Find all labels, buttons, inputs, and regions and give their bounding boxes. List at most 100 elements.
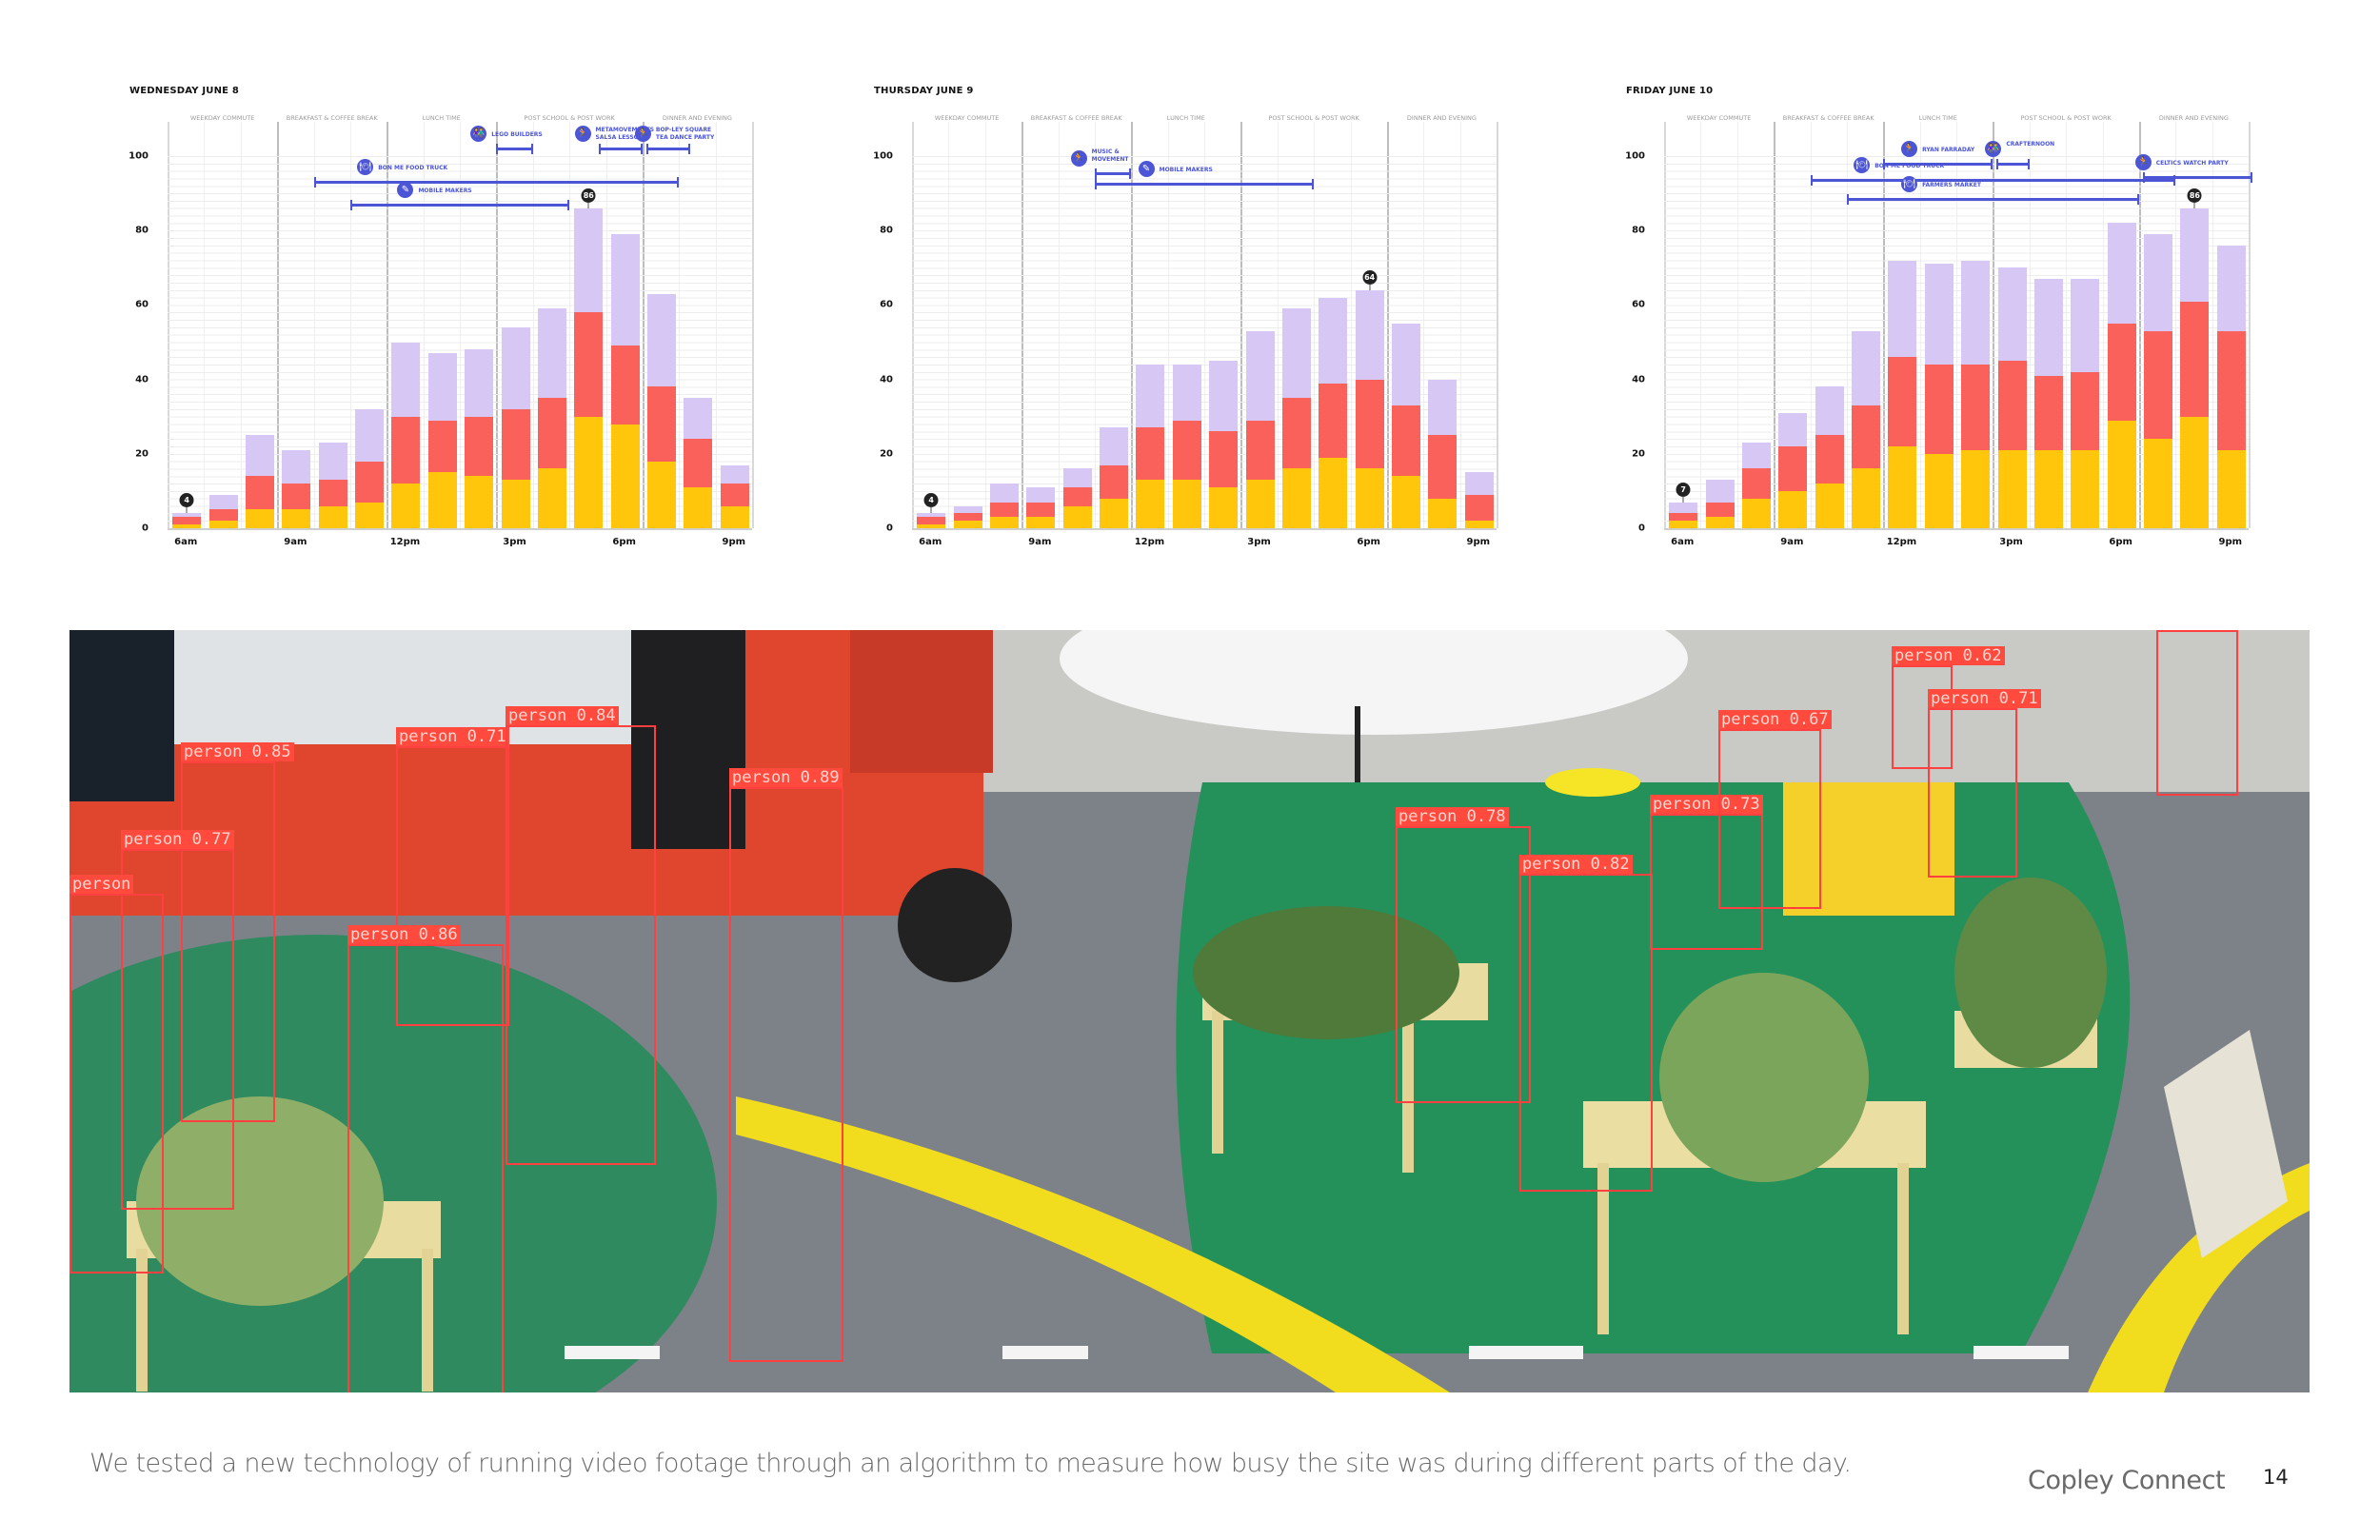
person-detection-box: person 0.71 [1928, 689, 2041, 878]
stacked-bar [1924, 264, 1954, 528]
y-tick-label: 80 [135, 225, 149, 236]
bar-segment-yellow [647, 461, 677, 528]
bar-segment-yellow [1741, 498, 1771, 528]
y-tick-label: 0 [886, 523, 893, 534]
bar-segment-purple [427, 353, 457, 421]
y-tick-label: 0 [1638, 523, 1645, 534]
people-icon: 👫 [470, 126, 487, 143]
bar-segment-red [245, 476, 274, 510]
bar-segment-red [1924, 364, 1954, 454]
bar-segment-red [2071, 371, 2100, 450]
event-end-cap [2136, 193, 2139, 205]
bar-segment-red [1281, 398, 1311, 469]
event-end-cap [1312, 179, 1315, 190]
y-tick-label: 0 [142, 523, 149, 534]
x-tick-label: 6am [1671, 537, 1695, 547]
stacked-bar [1172, 364, 1201, 528]
x-tick-label: 9pm [722, 537, 746, 547]
event-start-cap [645, 144, 648, 155]
bar-segment-red [1172, 420, 1201, 481]
bar-segment-red [1997, 361, 2027, 450]
detection-label: person 0.71 [1928, 689, 2041, 708]
stacked-bar [1062, 468, 1092, 528]
period-label: DINNER AND EVENING [662, 114, 732, 122]
stacked-bar [1741, 443, 1771, 528]
gridline-vertical [2249, 122, 2251, 528]
period-label: WEEKDAY COMMUTE [189, 114, 255, 122]
bar-segment-purple [1815, 386, 1844, 436]
food-truck-icon: 🍽 [357, 159, 374, 176]
x-tick-label: 9pm [1466, 537, 1491, 547]
bar-segment-red [647, 386, 677, 462]
x-tick-label: 3pm [1999, 537, 2023, 547]
bar-segment-purple [537, 308, 566, 399]
event-end-cap [530, 144, 533, 155]
bar-segment-purple [1464, 472, 1494, 495]
event-end-cap [1991, 158, 1993, 169]
stacked-bar [1961, 260, 1991, 528]
stacked-bar [1888, 260, 1917, 528]
bar-segment-yellow [989, 517, 1019, 528]
bar-segment-yellow [1924, 453, 1954, 528]
stacked-bar [172, 513, 202, 528]
marker-stem [930, 507, 932, 514]
bar-segment-purple [1741, 443, 1771, 469]
bar-segment-yellow [1209, 487, 1239, 528]
event-end-cap [2173, 175, 2176, 187]
bar-segment-yellow [1961, 449, 1991, 528]
bar-segment-red [1245, 420, 1275, 481]
event-label: BON ME FOOD TRUCK [1874, 163, 1945, 170]
bar-segment-yellow [2071, 449, 2100, 528]
bar-segment-yellow [172, 524, 202, 528]
bar-segment-red [1961, 364, 1991, 450]
bar-segment-red [1741, 468, 1771, 499]
stacked-bar [1997, 267, 2027, 528]
period-label: LUNCH TIME [1918, 114, 1957, 122]
stacked-bar [917, 513, 946, 528]
bar-segment-red [953, 513, 982, 522]
bar-segment-red [355, 461, 385, 503]
detection-photo: person 0.85 person 0.77 person person 0.71 p… [69, 630, 2310, 1392]
x-tick-label: 12pm [389, 537, 421, 547]
event-end-cap [640, 144, 643, 155]
event-start-cap [496, 144, 499, 155]
bar-segment-purple [989, 484, 1019, 503]
detection-label: person 0.67 [1718, 710, 1832, 729]
chart-panel: WEDNESDAY JUNE 8 WEEKDAY COMMUTE BREAKFAST… [129, 0, 815, 571]
bar-segment-purple [2144, 234, 2173, 331]
plot-area: 4 64 🏃 MUSIC & MOVEMENT ✎ MOBILE MAKERS [912, 148, 1497, 528]
person-detection-box: person 0.86 [347, 925, 504, 1392]
event-end-cap [567, 199, 570, 210]
y-tick-label: 40 [135, 374, 149, 385]
bar-segment-red [1136, 427, 1165, 481]
peak-marker: 86 [2187, 188, 2202, 203]
bar-segment-red [1705, 502, 1735, 518]
bar-segment-purple [1245, 330, 1275, 421]
plot-area: 7 86 🏃 RYAN FARRADAY 👫 CRAFTERNOON 🏃 CELTICS WA… [1664, 140, 2252, 528]
event-duration-line [496, 148, 533, 151]
person-detection-box: person 0.82 [1519, 855, 1653, 1192]
bar-segment-yellow [1319, 457, 1348, 528]
bar-segment-red [1062, 487, 1092, 506]
event-start-cap [1094, 168, 1097, 179]
event-end-cap [687, 144, 690, 155]
event-span [645, 144, 690, 155]
bar-segment-purple [1026, 487, 1056, 503]
bar-segment-red [1209, 431, 1239, 487]
period-label: POST SCHOOL & POST WORK [524, 114, 615, 122]
bar-segment-purple [1888, 260, 1917, 358]
event-duration-line [1810, 179, 2176, 183]
period-label: BREAKFAST & COFFEE BREAK [1030, 114, 1122, 122]
stacked-bar [1852, 330, 1881, 528]
bar-segment-purple [2071, 279, 2100, 372]
x-tick-label: 9am [1028, 537, 1052, 547]
event-duration-line [349, 203, 570, 207]
y-tick-label: 100 [873, 150, 893, 162]
bar-segment-red [989, 502, 1019, 518]
event-start-cap [598, 144, 601, 155]
person-detection-box: person 0.84 [506, 706, 656, 1165]
maker-icon: ✎ [1138, 161, 1155, 178]
bar-segment-yellow [610, 424, 640, 528]
food-truck-icon: 🍽 [1854, 157, 1871, 174]
person-detection-box: person [69, 875, 164, 1273]
